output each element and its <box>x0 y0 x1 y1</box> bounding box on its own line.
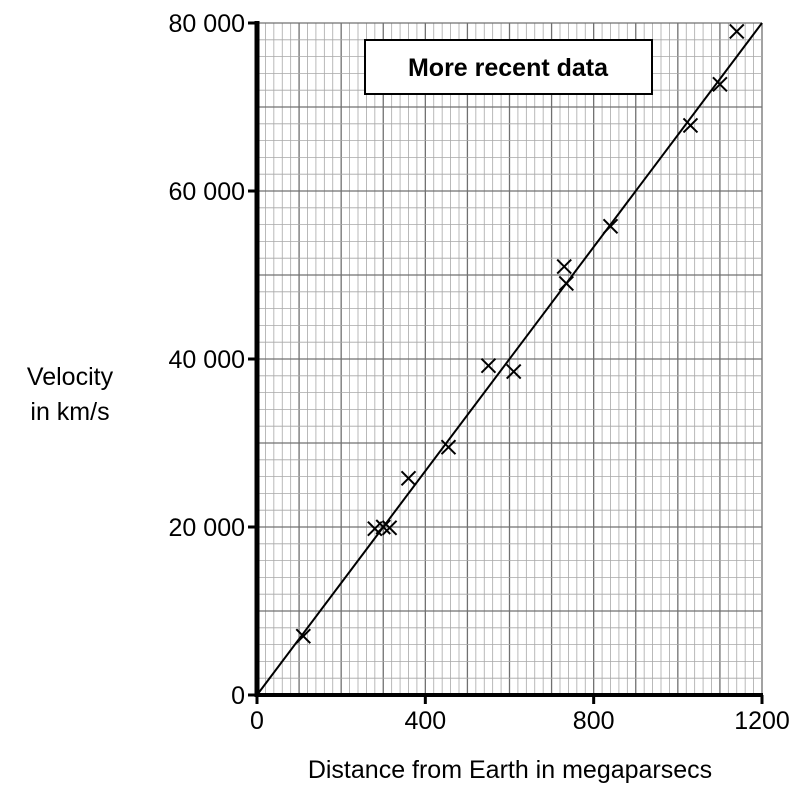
data-point-marker <box>375 519 391 535</box>
x-axis-title: Distance from Earth in megaparsecs <box>308 756 712 784</box>
y-axis-title-line-2: in km/s <box>30 398 109 426</box>
y-tick-label: 80 000 <box>169 10 245 38</box>
y-tick-label: 40 000 <box>169 346 245 374</box>
y-axis-title-line-1: Velocity <box>27 363 114 391</box>
data-point-marker <box>295 628 311 644</box>
y-tick-label: 0 <box>231 682 245 710</box>
data-point-marker <box>682 117 699 134</box>
x-tick-label: 400 <box>404 707 446 735</box>
data-point-marker <box>729 23 745 40</box>
y-tick-label: 20 000 <box>169 514 245 542</box>
data-point-marker <box>602 218 619 234</box>
data-point-marker <box>400 470 417 486</box>
x-tick-label: 0 <box>250 707 264 735</box>
annotation-box <box>364 39 653 95</box>
data-point-marker <box>381 520 398 536</box>
tick-labels: 0 20 000 40 000 60 000 80 000 0 400 800 1200 <box>169 10 790 735</box>
x-tick-label: 800 <box>573 707 615 735</box>
best-fit-line <box>256 22 763 696</box>
data-point-marker <box>558 275 575 292</box>
data-point-marker <box>556 258 572 275</box>
data-point-marker <box>506 363 522 380</box>
annotation-text: More recent data <box>408 54 609 82</box>
y-tick-label: 60 000 <box>169 178 245 206</box>
data-points <box>295 23 745 644</box>
data-point-marker <box>712 76 728 93</box>
data-point-marker <box>440 439 457 455</box>
fit-line-group <box>256 22 763 696</box>
data-point-marker <box>480 358 497 374</box>
grid <box>256 22 763 696</box>
annotation-box-group: More recent data <box>364 39 653 95</box>
x-tick-label: 1200 <box>734 707 790 735</box>
